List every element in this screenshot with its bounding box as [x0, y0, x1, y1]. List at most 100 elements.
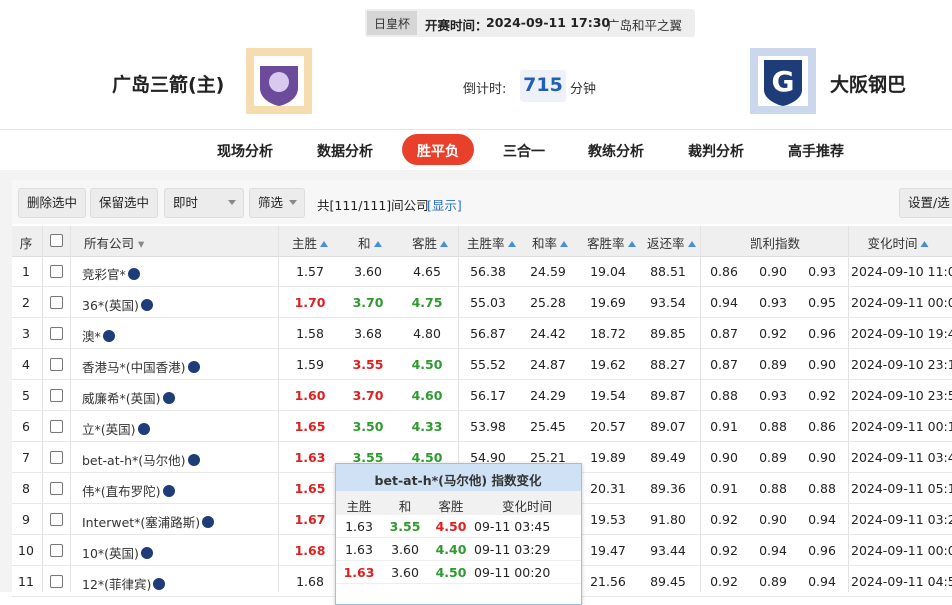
sort-icon[interactable]: [373, 241, 382, 247]
odds: 3.55: [352, 357, 384, 372]
popup-header: 客胜: [438, 499, 464, 514]
sort-icon[interactable]: [320, 241, 329, 247]
sort-icon[interactable]: [920, 241, 929, 247]
sort-icon[interactable]: [560, 241, 569, 247]
odds: 1.70: [294, 295, 326, 310]
nav-tab[interactable]: 教练分析: [588, 144, 644, 160]
row-number: 4: [22, 357, 30, 372]
company-badge: [162, 392, 175, 404]
settings-button[interactable]: 设置/选: [899, 188, 952, 218]
countdown-value: 715: [523, 74, 563, 96]
popup-odds: 1.63: [345, 519, 373, 534]
row-checkbox[interactable]: [50, 420, 63, 433]
company-badge: [187, 454, 200, 466]
show-link[interactable]: [显示]: [427, 198, 462, 213]
row-checkbox[interactable]: [50, 482, 63, 495]
popup-odds: 3.60: [391, 542, 419, 557]
odds: 3.55: [352, 450, 384, 465]
kelly: 0.90: [808, 357, 836, 372]
rate: 88.27: [650, 357, 686, 372]
row-number: 1: [22, 264, 30, 279]
odds: 1.65: [294, 419, 326, 434]
popup-header: 和: [398, 499, 412, 514]
company-badge: [153, 578, 166, 590]
filter-icon[interactable]: ▾: [134, 236, 145, 251]
rate: 89.87: [650, 388, 686, 403]
company-badge: [127, 268, 140, 280]
column-header: 变化时间: [867, 233, 929, 252]
nav-tab[interactable]: 数据分析: [317, 144, 373, 160]
toolbar-button[interactable]: 保留选中: [90, 188, 158, 218]
column-header: 和: [358, 233, 382, 252]
rate: 20.57: [590, 419, 626, 434]
rate: 89.49: [650, 450, 686, 465]
popup-title: bet-at-h*(马尔他) 指数变化: [374, 473, 542, 488]
home-team: 广岛三箭(主): [112, 74, 225, 96]
nav-tab[interactable]: 胜平负: [417, 144, 459, 160]
odds: 4.75: [411, 295, 443, 310]
nav-tab[interactable]: 裁判分析: [688, 144, 744, 160]
row-number: 5: [22, 388, 30, 403]
row-number: 11: [18, 574, 34, 589]
kelly: 0.92: [759, 326, 787, 341]
sort-icon[interactable]: [687, 241, 696, 247]
rate: 93.44: [650, 543, 686, 558]
kelly: 0.88: [808, 481, 836, 496]
countdown-label: 倒计时:: [463, 82, 507, 97]
kelly: 0.94: [808, 574, 836, 589]
change-time: 2024-09-10 19:42: [851, 326, 952, 341]
rate: 25.45: [530, 419, 566, 434]
row-checkbox[interactable]: [50, 327, 63, 340]
column-divider: [42, 226, 43, 592]
change-time: 2024-09-10 11:02: [851, 264, 952, 279]
kelly: 0.96: [808, 543, 836, 558]
popup-title-bg: [336, 464, 581, 491]
odds: 3.68: [354, 326, 382, 341]
rate: 19.89: [590, 450, 626, 465]
row-checkbox[interactable]: [50, 389, 63, 402]
company-badge: [140, 547, 153, 559]
popup-odds: 4.50: [435, 519, 467, 534]
row-border: [12, 348, 952, 349]
company-badge: [162, 485, 175, 497]
nav-tab[interactable]: 三合一: [503, 144, 545, 160]
toolbar-button[interactable]: 删除选中: [18, 188, 86, 218]
kelly: 0.94: [808, 512, 836, 527]
change-time: 2024-09-11 00:06: [851, 543, 952, 558]
column-header: 客胜率: [587, 233, 636, 252]
row-checkbox[interactable]: [50, 575, 63, 588]
active-tab-bg: [402, 134, 474, 165]
kelly: 0.88: [759, 419, 787, 434]
row-number: 2: [22, 295, 30, 310]
sort-icon[interactable]: [440, 241, 449, 247]
rate: 56.87: [470, 326, 506, 341]
popup-time: 09-11 03:29: [474, 542, 551, 557]
change-time: 2024-09-10 23:56: [851, 388, 952, 403]
row-number: 8: [22, 481, 30, 496]
kelly: 0.92: [710, 543, 738, 558]
row-checkbox[interactable]: [50, 451, 63, 464]
page: {"match":{"cup":"日皇杯","start_label":"开赛时…: [0, 9, 952, 605]
kelly: 0.89: [759, 357, 787, 372]
svg-text:G: G: [772, 65, 795, 98]
row-checkbox[interactable]: [50, 544, 63, 557]
cup: 日皇杯: [373, 17, 411, 31]
sort-icon[interactable]: [627, 241, 636, 247]
kelly: 0.87: [710, 326, 738, 341]
company-name: 香港马*(中国香港): [82, 357, 200, 376]
row-checkbox[interactable]: [50, 358, 63, 371]
match-bar: [365, 9, 695, 37]
popup-header: 主胜: [346, 499, 372, 514]
popup-odds: 4.50: [435, 565, 467, 580]
nav-tab[interactable]: 现场分析: [217, 144, 273, 160]
odds: 1.57: [296, 264, 324, 279]
row-checkbox[interactable]: [50, 513, 63, 526]
kelly: 0.94: [710, 295, 738, 310]
row-checkbox[interactable]: [50, 296, 63, 309]
nav-tab[interactable]: 高手推荐: [788, 144, 844, 160]
row-checkbox[interactable]: [50, 265, 63, 278]
popup-odds: 3.60: [391, 565, 419, 580]
kelly: 0.88: [710, 388, 738, 403]
sort-icon[interactable]: [507, 241, 516, 247]
odds: 3.70: [352, 295, 384, 310]
